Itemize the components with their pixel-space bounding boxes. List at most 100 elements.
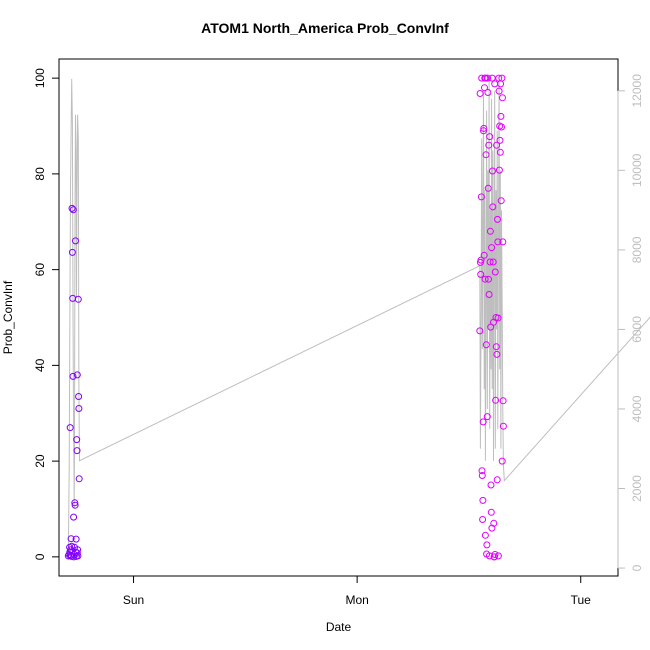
data-point	[498, 74, 506, 82]
data-point	[70, 513, 78, 521]
data-point	[68, 204, 76, 212]
data-point	[73, 436, 81, 444]
data-point	[75, 405, 83, 412]
data-point	[494, 552, 502, 560]
data-point	[482, 341, 490, 349]
data-point	[476, 327, 484, 335]
data-point	[71, 499, 79, 507]
data-point	[499, 94, 506, 102]
data-point	[498, 457, 506, 465]
data-point	[499, 422, 507, 430]
data-point	[498, 123, 505, 131]
y2-tick-label: 4000	[630, 395, 644, 422]
data-point	[477, 193, 485, 201]
x-tick-label: Mon	[345, 593, 368, 607]
data-point	[481, 531, 489, 539]
data-point	[480, 251, 488, 259]
data-point	[73, 371, 81, 379]
data-point	[479, 496, 487, 504]
data-point	[494, 238, 502, 246]
y-tick-label: 100	[33, 68, 47, 88]
data-point	[486, 258, 494, 266]
data-point	[488, 524, 496, 532]
y-tick-label: 40	[33, 358, 47, 372]
data-point	[478, 467, 486, 475]
x-tick-label: Sun	[123, 593, 144, 607]
data-point	[484, 184, 492, 192]
data-point	[490, 519, 498, 527]
y2-tick-label: 8000	[630, 236, 644, 263]
chart-title: ATOM1 North_America Prob_ConvInf	[201, 20, 449, 36]
data-point	[499, 397, 507, 405]
data-point	[476, 90, 484, 97]
data-point	[479, 418, 487, 426]
data-point	[492, 396, 500, 404]
y-axis-left: 0 20 40 60 80 100	[33, 68, 59, 560]
data-point	[72, 535, 80, 543]
y-tick-label: 0	[33, 553, 47, 560]
data-point	[483, 413, 491, 421]
data-point	[68, 248, 76, 256]
data-point	[67, 535, 75, 543]
data-point	[73, 549, 81, 557]
data-point	[69, 206, 77, 214]
data-point	[494, 215, 501, 223]
y2-tick-label: 10000	[630, 153, 644, 187]
data-point	[478, 472, 486, 479]
data-point	[74, 295, 82, 303]
data-point	[481, 84, 488, 92]
data-point	[494, 314, 502, 322]
data-point	[75, 475, 83, 483]
data-point	[74, 552, 82, 560]
data-point	[487, 508, 495, 516]
data-point	[485, 275, 492, 283]
data-point	[492, 343, 500, 351]
data-point	[493, 476, 501, 484]
data-point	[73, 447, 81, 455]
series-line	[67, 78, 650, 561]
data-point	[66, 424, 74, 432]
data-point	[495, 87, 503, 95]
y-tick-label: 20	[33, 454, 47, 468]
data-point	[499, 238, 507, 246]
data-point	[483, 541, 491, 549]
data-point	[72, 237, 79, 245]
data-point	[497, 80, 505, 88]
plot-frame	[58, 58, 619, 577]
data-point	[480, 127, 487, 135]
line-layer	[67, 78, 650, 561]
y-axis-title: Prob_ConvInf	[1, 280, 15, 354]
data-point	[484, 74, 492, 82]
data-point	[482, 151, 490, 159]
data-point	[477, 256, 485, 264]
data-point	[491, 80, 499, 88]
data-point	[488, 244, 496, 252]
data-point	[496, 136, 504, 144]
data-point	[497, 112, 505, 120]
data-point	[489, 258, 497, 266]
x-axis: Sun Mon Tue	[123, 576, 591, 607]
point-layer	[64, 74, 507, 561]
y-axis-right: 0 2000 4000 6000 8000 10000 12000	[617, 74, 644, 571]
data-point	[477, 270, 485, 278]
data-point	[485, 291, 493, 298]
data-point	[480, 124, 488, 132]
data-point	[486, 227, 494, 235]
y-tick-label: 80	[33, 167, 47, 181]
data-point	[496, 148, 504, 156]
data-point	[493, 141, 501, 149]
data-point	[70, 553, 78, 561]
y2-tick-label: 2000	[630, 475, 644, 502]
data-point	[495, 166, 503, 174]
data-point	[71, 501, 79, 509]
data-point	[479, 516, 487, 523]
y2-tick-label: 12000	[630, 74, 644, 108]
data-point	[487, 481, 495, 489]
x-tick-label: Tue	[571, 593, 592, 607]
data-point	[497, 197, 505, 205]
data-point	[69, 372, 77, 380]
data-point	[481, 275, 489, 283]
data-point	[493, 350, 501, 358]
data-point	[486, 133, 494, 141]
